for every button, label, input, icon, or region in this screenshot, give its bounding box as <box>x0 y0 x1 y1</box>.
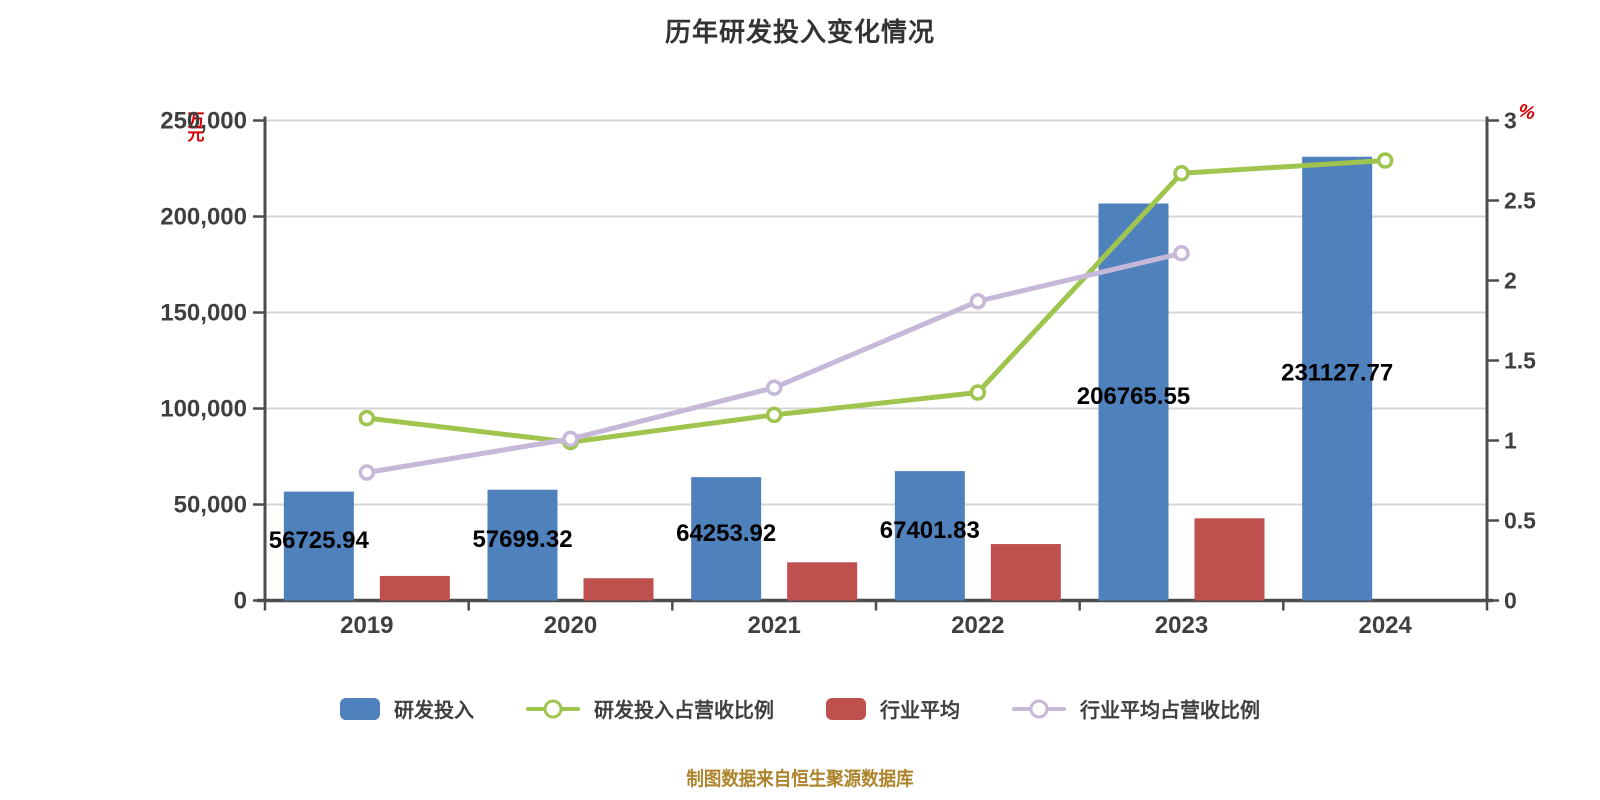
x-axis-category-label-2024: 2024 <box>1358 612 1412 639</box>
left-axis-tick-label: 150,000 <box>160 300 247 327</box>
legend-label-industry-average: 行业平均 <box>880 700 960 722</box>
industry-ratio-point-2022[interactable] <box>969 293 987 310</box>
industry-ratio-point-2020[interactable] <box>562 430 579 448</box>
right-axis-tick-label: 1 <box>1504 428 1517 454</box>
industry-ratio-point-2019[interactable] <box>358 464 376 481</box>
industry-average-bar-2022[interactable] <box>990 544 1061 601</box>
rd-investment-value-label-2023: 206765.55 <box>1077 383 1190 410</box>
legend-label-rd-investment: 研发投入 <box>394 700 474 722</box>
left-axis-unit-label: 万元 <box>187 111 205 144</box>
industry-average-bar-2023[interactable] <box>1194 518 1265 601</box>
rd-ratio-point-2023[interactable] <box>1173 165 1190 182</box>
right-axis-tick-label: 3 <box>1504 108 1517 134</box>
legend-line-marker <box>1029 699 1049 718</box>
right-axis-tick-label: 2.5 <box>1504 188 1536 214</box>
industry-ratio-line <box>364 250 1184 475</box>
industry-ratio-point-2021[interactable] <box>765 379 783 396</box>
rd-investment-bar-2019[interactable] <box>283 491 354 601</box>
x-axis-category-label-2021: 2021 <box>747 612 800 639</box>
industry-ratio-point-2023[interactable] <box>1173 245 1190 262</box>
x-axis-category-label-2020: 2020 <box>544 612 597 639</box>
industry-average-bar-2019[interactable] <box>379 575 450 601</box>
rd-investment-value-label-2022: 67401.83 <box>880 517 980 544</box>
rd-ratio-line <box>364 158 1388 445</box>
right-axis-tick-label: 0.5 <box>1504 508 1536 534</box>
rd-investment-value-label-2020: 57699.32 <box>472 526 572 553</box>
data-source-note: 制图数据来自恒生聚源数据库 <box>686 769 914 790</box>
industry-average-bar-2020[interactable] <box>583 578 654 601</box>
legend-swatch-rd-ratio <box>526 697 580 721</box>
legend-line-marker <box>543 699 563 718</box>
x-axis-category-label-2019: 2019 <box>340 612 393 639</box>
combo-chart-plot: 0 50,000 100,000 150,000 200,000 250,000 0 0.5 1… <box>160 108 1536 640</box>
rd-investment-value-label-2019: 56725.94 <box>269 527 370 554</box>
industry-average-bar-2021[interactable] <box>787 562 858 601</box>
x-axis-category-label-2023: 2023 <box>1155 612 1208 639</box>
left-axis-tick-label: 100,000 <box>160 396 247 423</box>
legend-label-rd-ratio: 研发投入占营收比例 <box>594 700 774 722</box>
rd-ratio-point-2021[interactable] <box>765 406 783 424</box>
rd-investment-bar-2024[interactable] <box>1302 156 1373 601</box>
left-axis-tick-label: 200,000 <box>160 204 247 231</box>
legend-swatch-industry-ratio <box>1012 697 1066 721</box>
rd-investment-value-label-2021: 64253.92 <box>676 520 776 547</box>
legend-item-rd-ratio[interactable]: 研发投入占营收比例 <box>526 694 774 723</box>
legend-item-rd-investment[interactable]: 研发投入 <box>340 694 474 723</box>
legend-item-industry-average[interactable]: 行业平均 <box>826 694 960 723</box>
rd-investment-bar-2020[interactable] <box>487 489 558 601</box>
right-axis-tick-label: 2 <box>1504 268 1517 294</box>
rd-investment-value-label-2024: 231127.77 <box>1281 360 1393 387</box>
left-axis-tick-label: 250,000 <box>160 108 247 135</box>
left-axis-tick-label: 0 <box>234 588 247 615</box>
rd-investment-bar-2022[interactable] <box>894 471 965 601</box>
rd-ratio-point-2019[interactable] <box>358 409 376 427</box>
legend-item-industry-ratio[interactable]: 行业平均占营收比例 <box>1012 694 1260 723</box>
legend-swatch-industry-average <box>826 697 866 720</box>
left-axis-tick-label: 50,000 <box>174 492 247 519</box>
rd-investment-bar-2021[interactable] <box>691 477 762 601</box>
x-axis-category-label-2022: 2022 <box>951 612 1004 639</box>
chart-title: 历年研发投入变化情况 <box>664 17 935 47</box>
right-axis-tick-label: 1.5 <box>1504 348 1536 374</box>
legend-label-industry-ratio: 行业平均占营收比例 <box>1080 700 1260 722</box>
rd-ratio-point-2024[interactable] <box>1376 152 1394 169</box>
legend-swatch-rd-investment <box>340 697 380 720</box>
right-axis-tick-label: 0 <box>1504 588 1517 614</box>
rd-ratio-point-2022[interactable] <box>969 384 987 401</box>
chart-legend: 研发投入 研发投入占营收比例 行业平均 行业平均占营收比例 <box>0 694 1600 723</box>
